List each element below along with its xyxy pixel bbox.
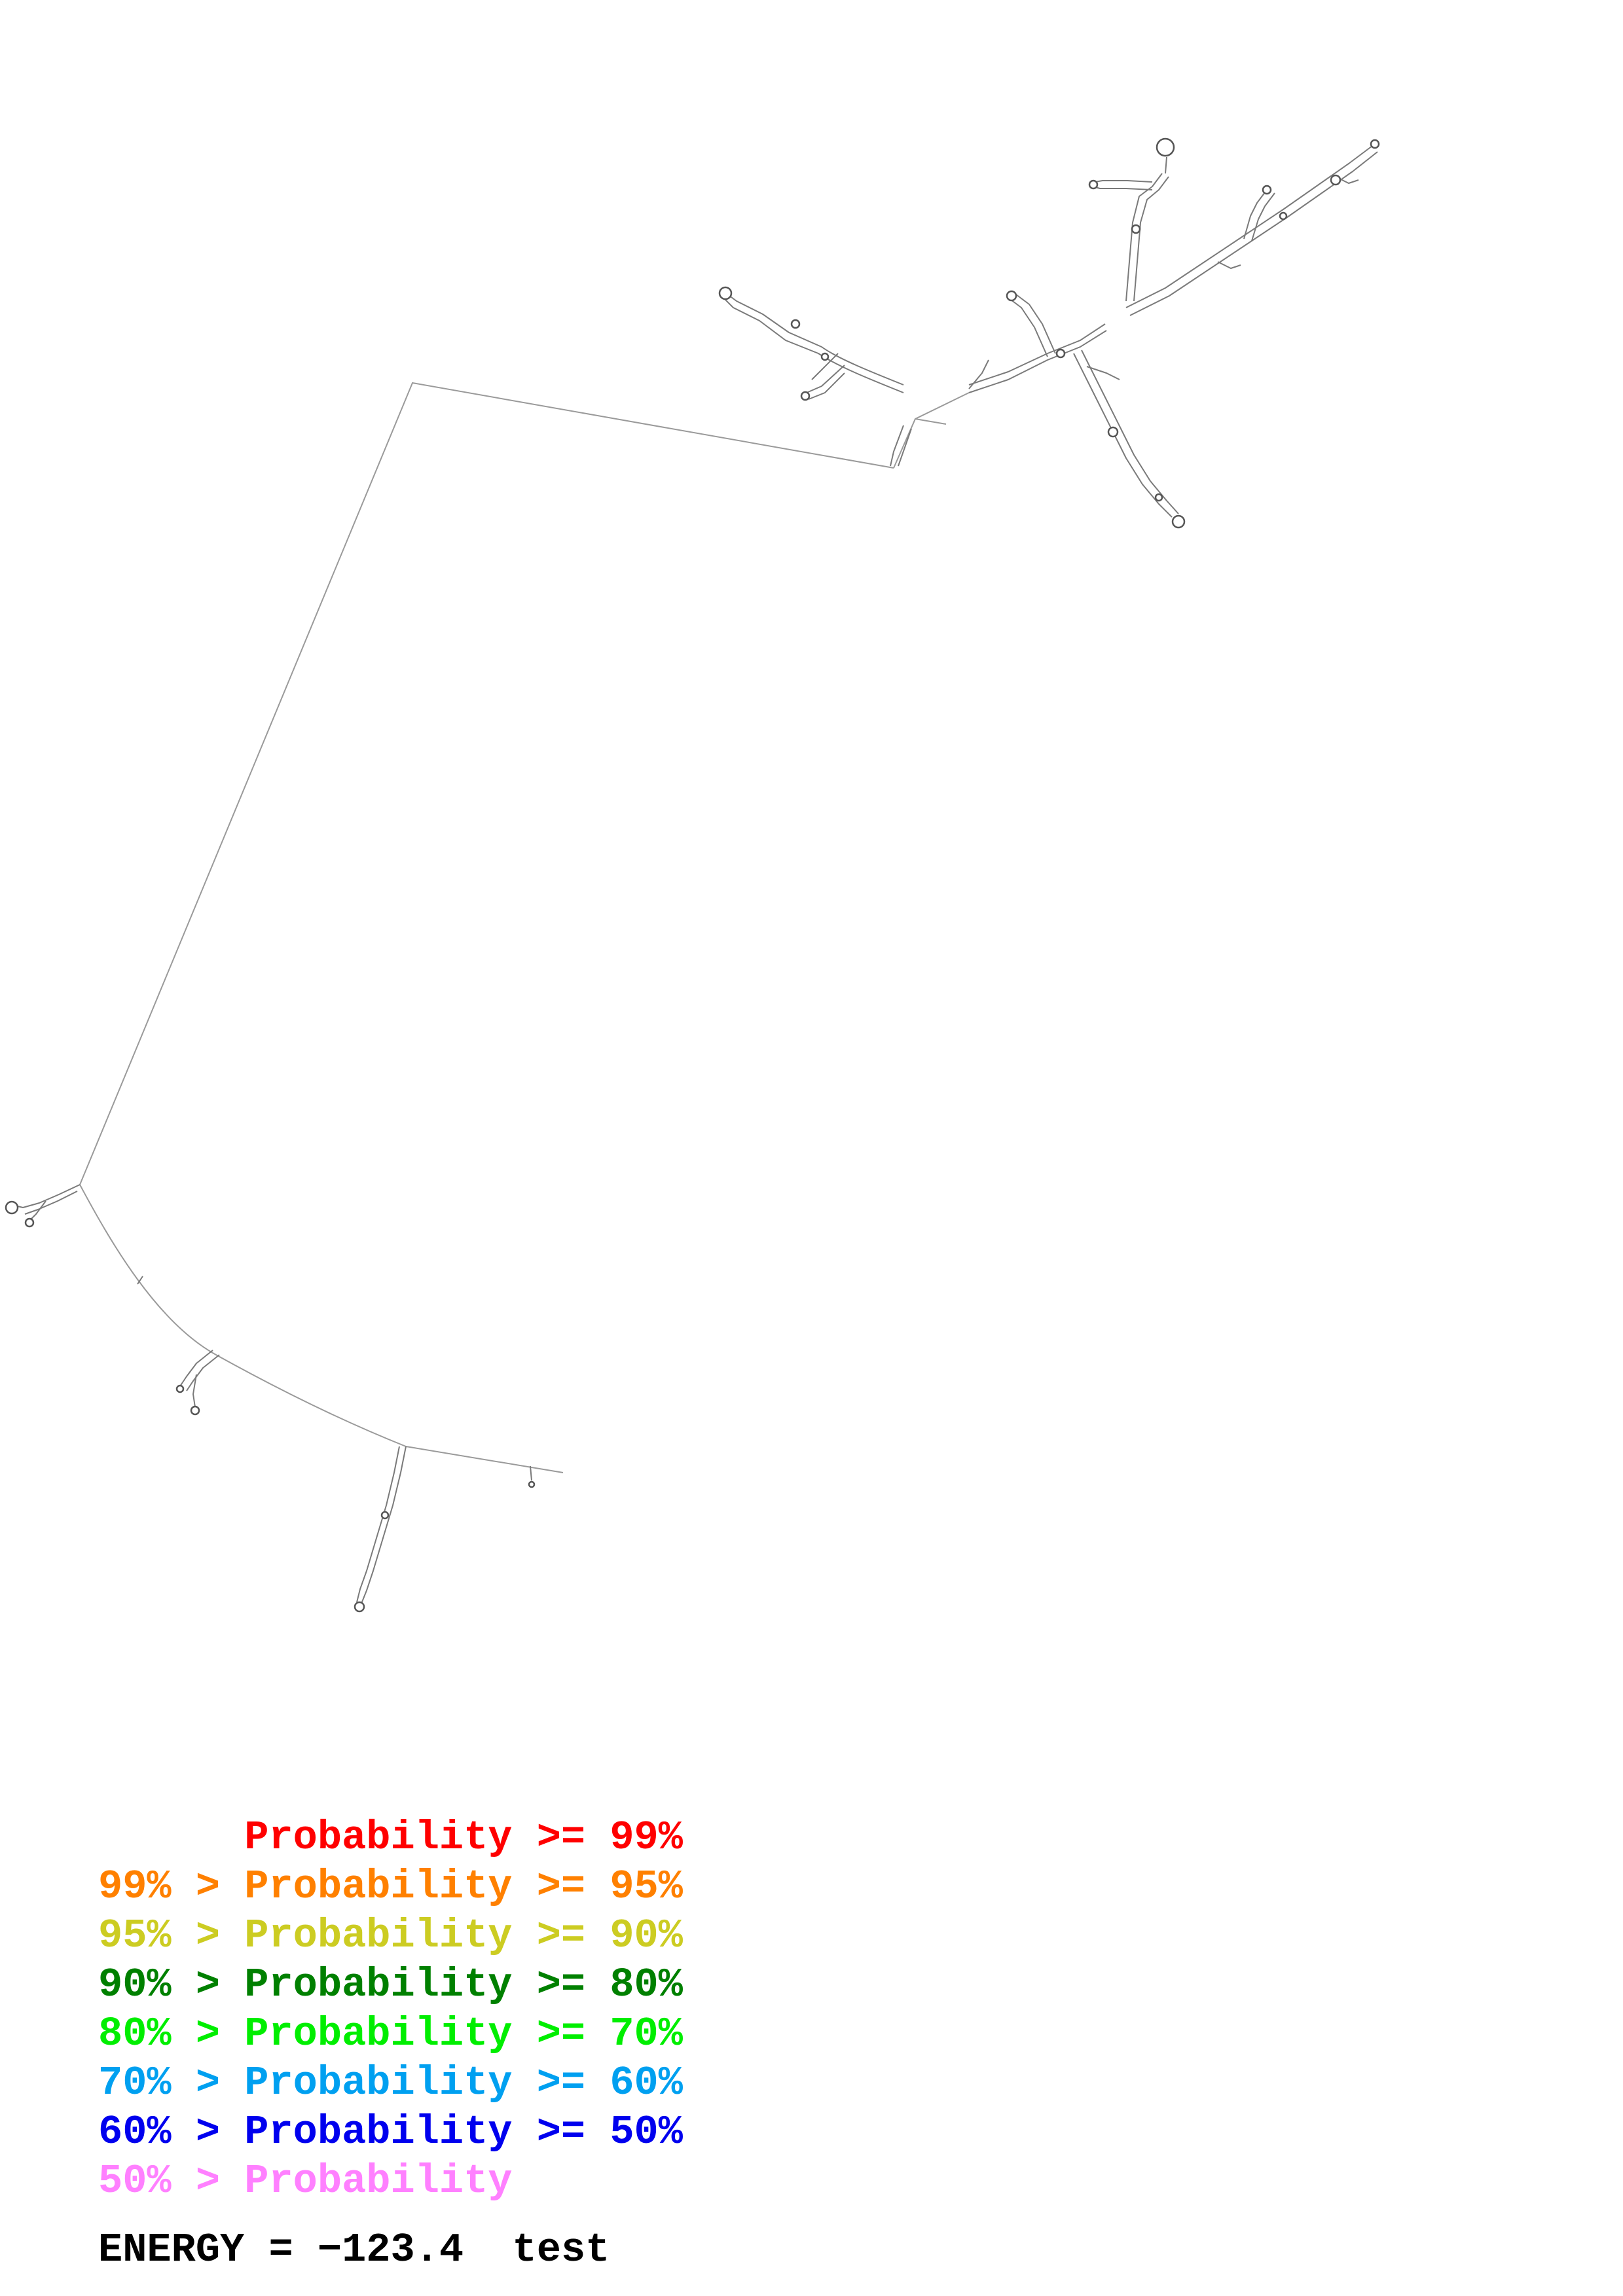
legend-row-prefix: 70% > [98, 2060, 245, 2106]
energy-value: −123.4 [317, 2227, 464, 2273]
hairpin-loop [354, 1601, 365, 1613]
legend-row-label: Probability >= 70% [244, 2011, 683, 2057]
legend-row: 95% > Probability >= 90% [98, 1911, 683, 1960]
legend-row-prefix: 50% > [98, 2158, 245, 2204]
legend-row: Probability >= 99% [98, 1813, 683, 1862]
legend-row-label: Probability >= 50% [244, 2109, 683, 2155]
legend-row-prefix: 90% > [98, 1962, 245, 2008]
hairpin-loop [1088, 179, 1099, 190]
internal-loop [1154, 493, 1163, 502]
hairpin-loop [175, 1384, 185, 1393]
helix-branch-lower-middle [137, 1276, 536, 1613]
hairpin-loop [1262, 185, 1272, 195]
internal-loop [380, 1511, 390, 1520]
hairpin-loop [1171, 514, 1186, 529]
hairpin-loop [528, 1480, 536, 1488]
legend-row-label: Probability >= 80% [244, 1962, 683, 2008]
legend-row-label: Probability >= 95% [244, 1863, 683, 1910]
internal-loop [820, 352, 830, 361]
multibranch-loop [1055, 348, 1066, 359]
legend-row: 90% > Probability >= 80% [98, 1960, 683, 2009]
hairpin-loop [1006, 290, 1017, 302]
structure-name: test [512, 2227, 610, 2273]
legend-row: 60% > Probability >= 50% [98, 2108, 683, 2157]
legend-row-label: Probability >= 90% [244, 1912, 683, 1959]
legend-row-label: Probability >= 99% [244, 1814, 683, 1861]
internal-loop [1330, 174, 1341, 186]
helix-branch-upper-left [718, 286, 912, 467]
hairpin-loop [24, 1217, 35, 1228]
helix-branch-center [968, 290, 1107, 393]
hairpin-loop-large [1156, 137, 1175, 157]
legend-row: 70% > Probability >= 60% [98, 2058, 683, 2108]
legend-row-prefix: 95% > [98, 1912, 245, 1959]
legend-row: 50% > Probability [98, 2157, 683, 2206]
helix-branch-upper-right [1125, 139, 1380, 316]
internal-loop [1107, 426, 1119, 438]
hairpin-loop [5, 1200, 19, 1215]
internal-loop [1279, 211, 1288, 221]
legend-row: 99% > Probability >= 95% [98, 1862, 683, 1911]
internal-loop [1131, 224, 1141, 234]
helix-branch-lower-left [5, 1184, 81, 1228]
probability-legend: Probability >= 99% 99% > Probability >= 9… [98, 1813, 683, 2206]
energy-label: ENERGY = [98, 2227, 318, 2273]
rna-secondary-structure [5, 137, 1380, 1613]
legend-row-prefix: 60% > [98, 2109, 245, 2155]
energy-readout: ENERGY = −123.4 test [98, 2227, 610, 2273]
legend-row-label: Probability >= 60% [244, 2060, 683, 2106]
legend-row-prefix: 80% > [98, 2011, 245, 2057]
hairpin-loop [800, 391, 811, 401]
legend-row-prefix: 99% > [98, 1863, 245, 1910]
helix-branch-top [1088, 137, 1175, 302]
legend-row-label: Probability [244, 2158, 513, 2204]
backbone-linker [79, 382, 970, 1473]
hairpin-loop [790, 319, 801, 329]
hairpin-loop [190, 1405, 200, 1416]
legend-row: 80% > Probability >= 70% [98, 2009, 683, 2058]
legend-row-prefix [98, 1814, 244, 1861]
helix-branch-lower-right [1073, 350, 1186, 529]
hairpin-loop [718, 286, 733, 300]
hairpin-loop [1370, 139, 1380, 149]
